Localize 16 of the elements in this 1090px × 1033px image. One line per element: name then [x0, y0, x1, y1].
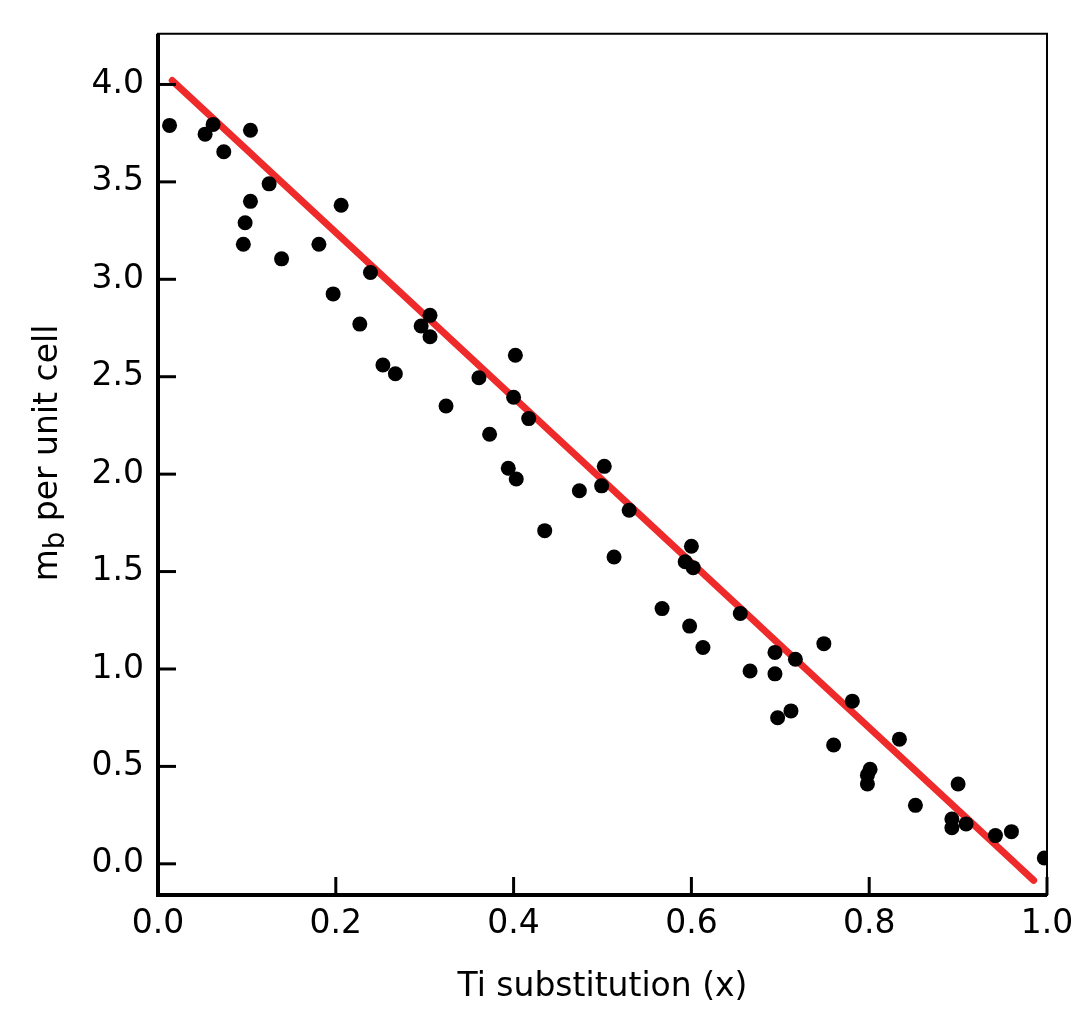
x-tick-label: 0.6: [665, 902, 718, 942]
y-tick-label: 1.5: [91, 549, 144, 589]
y-tick-label: 1.0: [91, 646, 144, 686]
y-tick-label: 0.0: [91, 841, 144, 881]
y-tick-label: 3.0: [91, 256, 144, 296]
x-tick-label: 0.8: [842, 902, 896, 942]
x-tick-label: 0.2: [309, 902, 363, 942]
x-tick-label: 0.0: [131, 902, 185, 942]
x-tick-label: 0.4: [487, 902, 540, 942]
y-tick-label: 0.5: [91, 743, 144, 783]
y-tick-label: 3.5: [91, 159, 144, 199]
y-tick-label: 4.0: [91, 62, 144, 102]
x-tick-label: 1.0: [1020, 902, 1074, 942]
y-tick-label: 2.5: [91, 354, 144, 394]
x-axis-title: Ti substitution (x): [456, 965, 749, 1004]
y-tick-label: 2.0: [91, 451, 144, 491]
